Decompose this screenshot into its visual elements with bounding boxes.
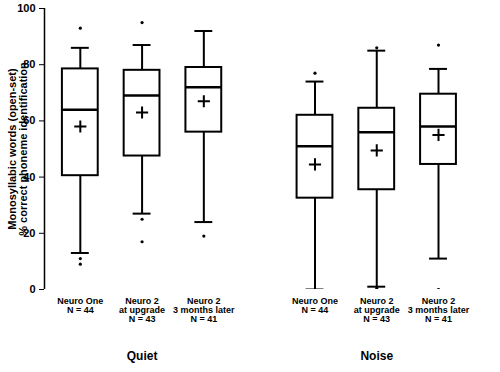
svg-text:Noise: Noise	[360, 349, 393, 363]
svg-text:80: 80	[23, 58, 36, 71]
svg-text:Neuro 2at upgradeN = 43: Neuro 2at upgradeN = 43	[354, 296, 400, 324]
svg-text:Monosyllabic words (open-set)%: Monosyllabic words (open-set)% correct p…	[6, 62, 29, 236]
svg-text:60: 60	[23, 114, 36, 127]
svg-text:Quiet: Quiet	[127, 349, 158, 363]
svg-text:Neuro OneN = 44: Neuro OneN = 44	[57, 296, 103, 315]
svg-text:Neuro OneN = 44: Neuro OneN = 44	[292, 296, 338, 315]
svg-text:20: 20	[23, 226, 36, 239]
svg-text:100: 100	[17, 2, 35, 14]
svg-text:0: 0	[29, 283, 35, 295]
svg-text:40: 40	[23, 170, 36, 183]
svg-text:Neuro 23 months laterN = 41: Neuro 23 months laterN = 41	[408, 296, 470, 324]
svg-text:Neuro 2at upgradeN = 43: Neuro 2at upgradeN = 43	[119, 296, 165, 324]
svg-text:Neuro 23 months laterN = 41: Neuro 23 months laterN = 41	[173, 296, 235, 324]
